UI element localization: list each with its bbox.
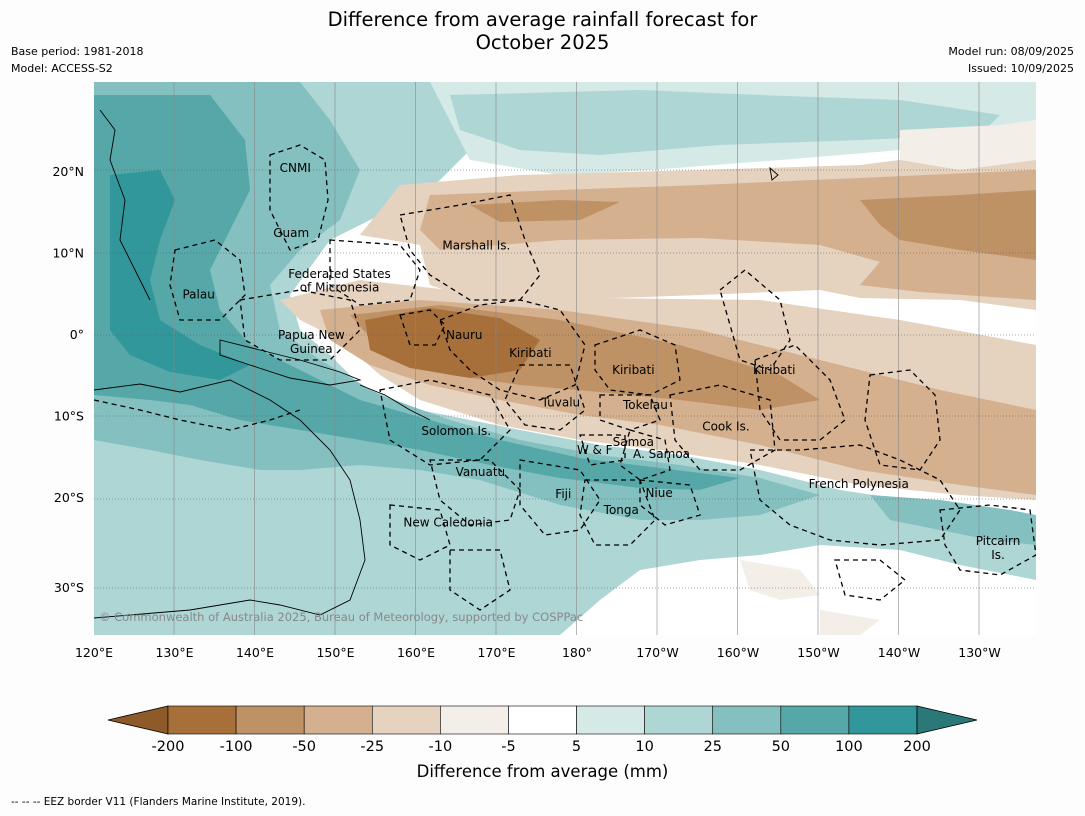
- colorbar: -200 -100 -50 -25 -10 -5 5 10 25 50 100 200: [107, 705, 978, 755]
- dry-spot-east: [740, 120, 1036, 635]
- copyright-text: © Commonwealth of Australia 2025, Bureau…: [99, 610, 583, 624]
- colorbar-tick-label: -10: [429, 739, 453, 755]
- latitude-tick-label: 10°S: [54, 409, 84, 424]
- dry-band-north-core: [470, 190, 1036, 260]
- colorbar-bin: [508, 705, 577, 735]
- issued-date: Issued: 10/09/2025: [967, 62, 1074, 75]
- region-label: Kiribati: [612, 363, 654, 377]
- wet-region-core-dark: [110, 170, 250, 380]
- region-label: Federated States: [288, 267, 390, 281]
- longitude-tick-label: 130°E: [155, 645, 193, 660]
- longitude-tick-label: 140°W: [878, 645, 920, 660]
- colorbar-bin: [576, 705, 645, 735]
- map-area: [94, 82, 1036, 635]
- model-name: Model: ACCESS-S2: [11, 62, 113, 75]
- colorbar-tick-label: 10: [635, 739, 653, 755]
- model-run-date: Model run: 08/09/2025: [948, 45, 1074, 58]
- region-label: Tonga: [603, 503, 639, 517]
- colorbar-tick-label: -100: [220, 739, 253, 755]
- longitude-tick-label: 140°E: [236, 645, 274, 660]
- region-label: Pitcairn: [976, 534, 1021, 548]
- colorbar-bin: [644, 705, 714, 735]
- region-label: Nauru: [446, 328, 482, 342]
- colorbar-tick-label: -5: [501, 739, 515, 755]
- chart-title: Difference from average rainfall forecas…: [0, 8, 1085, 54]
- region-label: Cook Is.: [702, 419, 749, 433]
- latitude-tick-label: 30°S: [54, 580, 84, 595]
- region-label: Guinea: [290, 342, 333, 356]
- colorbar-tick-label: -25: [360, 739, 384, 755]
- colorbar-bin: [371, 705, 441, 735]
- longitude-tick-label: 170°W: [636, 645, 678, 660]
- longitude-tick-label: 160°E: [397, 645, 435, 660]
- region-label: Vanuatu: [456, 465, 506, 479]
- region-label: Kiribati: [753, 363, 795, 377]
- region-label: Samoa: [613, 435, 654, 449]
- title-line-1: Difference from average rainfall forecas…: [327, 8, 758, 31]
- region-label: Guam: [273, 226, 309, 240]
- region-label: Niue: [645, 486, 672, 500]
- colorbar-arrow-low: [107, 705, 169, 735]
- graticule: [94, 82, 1036, 635]
- colorbar-tick-label: 50: [772, 739, 790, 755]
- base-period: Base period: 1981-2018: [11, 45, 144, 58]
- wet-region-west-core: [94, 95, 740, 490]
- colorbar-bin: [712, 705, 782, 735]
- longitude-tick-label: 180°: [562, 645, 592, 660]
- model-run-info: Model run: 08/09/2025 Issued: 10/09/2025: [948, 43, 1074, 77]
- title-line-2: October 2025: [475, 31, 610, 54]
- longitude-tick-label: 150°E: [316, 645, 354, 660]
- region-label: of Micronesia: [300, 281, 380, 295]
- colorbar-tick-label: 100: [835, 739, 863, 755]
- latitude-tick-label: 20°N: [52, 164, 84, 179]
- longitude-tick-label: 160°W: [717, 645, 759, 660]
- latitude-ticks: 20°N 10°N 0° 10°S 20°S 30°S: [52, 164, 84, 595]
- footnote: -- -- -- EEZ border V11 (Flanders Marine…: [11, 796, 306, 808]
- colorbar-bin: [303, 705, 373, 735]
- base-period-info: Base period: 1981-2018 Model: ACCESS-S2: [11, 43, 143, 77]
- latitude-tick-label: 10°N: [52, 246, 84, 261]
- colorbar-bin: [440, 705, 509, 735]
- region-label: Fiji: [555, 487, 571, 501]
- colorbar-arrow-high: [916, 705, 978, 735]
- colorbar-tick-label: -200: [152, 739, 185, 755]
- region-label: CNMI: [280, 161, 311, 175]
- region-label: Marshall Is.: [442, 238, 510, 252]
- region-label: Palau: [182, 287, 214, 301]
- longitude-ticks: 120°E 130°E 140°E 150°E 160°E 170°E 180° 170°W 1…: [75, 645, 1001, 660]
- colorbar-tick-label: 5: [572, 739, 581, 755]
- wet-band-north-inner: [450, 90, 1000, 155]
- region-label: New Caledonia: [403, 515, 493, 529]
- longitude-tick-label: 130°W: [958, 645, 1000, 660]
- colorbar-bin: [235, 705, 305, 735]
- colorbar-tick-label: 200: [903, 739, 931, 755]
- region-label: Kiribati: [509, 346, 551, 360]
- longitude-tick-label: 170°E: [477, 645, 515, 660]
- longitude-tick-label: 150°W: [797, 645, 839, 660]
- region-label: Solomon Is.: [421, 424, 491, 438]
- region-label: Tuvalu: [541, 396, 581, 410]
- colorbar-bin: [167, 705, 237, 735]
- region-label: Tokelau: [622, 398, 668, 412]
- region-label: Papua New: [278, 328, 345, 342]
- colorbar-bin: [780, 705, 850, 735]
- eez-borders: [94, 144, 1036, 611]
- latitude-tick-label: 0°: [70, 327, 84, 342]
- coastlines: [94, 109, 779, 619]
- region-label: French Polynesia: [809, 477, 909, 491]
- colorbar-tick-label: -50: [292, 739, 316, 755]
- region-label: Is.: [991, 548, 1005, 562]
- longitude-tick-label: 120°E: [75, 645, 113, 660]
- latitude-tick-label: 20°S: [54, 490, 84, 505]
- region-label: W & F: [577, 443, 613, 457]
- colorbar-tick-label: 25: [704, 739, 722, 755]
- colorbar-title: Difference from average (mm): [416, 762, 669, 781]
- region-label: A. Samoa: [633, 447, 690, 461]
- colorbar-bin: [848, 705, 918, 735]
